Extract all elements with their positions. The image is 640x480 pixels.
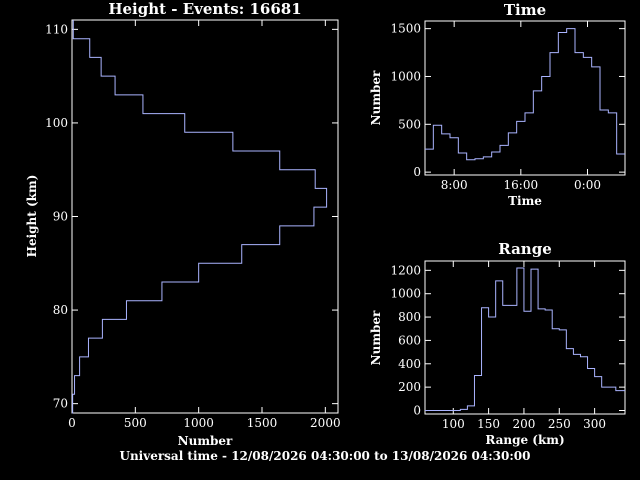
- range-y-axis-label: Number: [369, 310, 383, 365]
- range-histogram-panel: Range 100 150 200 250 300 0 200 400 600 800 1000 12…: [369, 240, 626, 447]
- range-y-tick-label: 200: [398, 380, 421, 394]
- range-y-tick-label: 0: [413, 403, 421, 417]
- range-x-tick-label: 100: [442, 417, 465, 431]
- range-y-tick-label: 400: [398, 357, 421, 371]
- range-plot-frame: [424, 260, 626, 415]
- time-x-tick-label: 8:00: [441, 178, 468, 192]
- range-y-tick-label: 600: [398, 333, 421, 347]
- height-y-tick-label: 70: [53, 397, 68, 411]
- range-y-tick-label: 1000: [390, 287, 421, 301]
- universal-time-footer: Universal time - 12/08/2026 04:30:00 to …: [119, 449, 530, 463]
- range-x-axis-label: Range (km): [485, 433, 564, 447]
- time-y-tick-label: 1500: [390, 22, 421, 36]
- range-histogram-line: [425, 267, 625, 411]
- height-x-tick-label: 1000: [183, 416, 214, 430]
- range-chart-title: Range: [498, 240, 551, 258]
- time-chart-title: Time: [504, 1, 546, 19]
- time-y-tick-label: 0: [413, 165, 421, 179]
- range-axis-ticks: 100 150 200 250 300 0 200 400 600 800 1000 1200: [390, 261, 625, 431]
- range-y-tick-label: 1200: [390, 263, 421, 277]
- time-axis-ticks: 8:00 16:00 0:00 0 500 1000 1500: [390, 21, 625, 192]
- height-y-axis-label: Height (km): [25, 175, 39, 258]
- range-x-tick-label: 200: [512, 417, 535, 431]
- height-x-tick-label: 0: [68, 416, 76, 430]
- height-chart-title: Height - Events: 16681: [108, 0, 301, 18]
- time-x-tick-label: 16:00: [504, 178, 539, 192]
- range-y-tick-label: 800: [398, 310, 421, 324]
- time-histogram-panel: Time 8:00 16:00 0:00 0 500 1000 1500 Time Numb…: [369, 1, 626, 208]
- height-y-tick-label: 100: [45, 116, 68, 130]
- height-y-tick-label: 90: [53, 210, 68, 224]
- height-x-tick-label: 2000: [310, 416, 341, 430]
- height-y-tick-label: 80: [53, 303, 68, 317]
- time-y-tick-label: 500: [398, 117, 421, 131]
- height-x-tick-label: 500: [124, 416, 147, 430]
- height-x-tick-label: 1500: [247, 416, 278, 430]
- time-x-axis-label: Time: [508, 194, 542, 208]
- time-y-tick-label: 1000: [390, 69, 421, 83]
- height-histogram-line: [72, 20, 328, 414]
- range-x-tick-label: 150: [477, 417, 500, 431]
- time-histogram-line: [425, 28, 625, 161]
- height-axis-ticks: 0 500 1000 1500 2000 70 80 90 100 110: [45, 20, 341, 430]
- time-plot-frame: [424, 20, 626, 176]
- range-x-tick-label: 300: [583, 417, 606, 431]
- time-y-axis-label: Number: [369, 70, 383, 125]
- height-x-axis-label: Number: [178, 434, 233, 448]
- range-x-tick-label: 250: [548, 417, 571, 431]
- time-x-tick-label: 0:00: [574, 178, 601, 192]
- height-y-tick-label: 110: [45, 22, 68, 36]
- height-histogram-panel: Height - Events: 16681 0 500 1000 1500 2000 7…: [25, 0, 341, 448]
